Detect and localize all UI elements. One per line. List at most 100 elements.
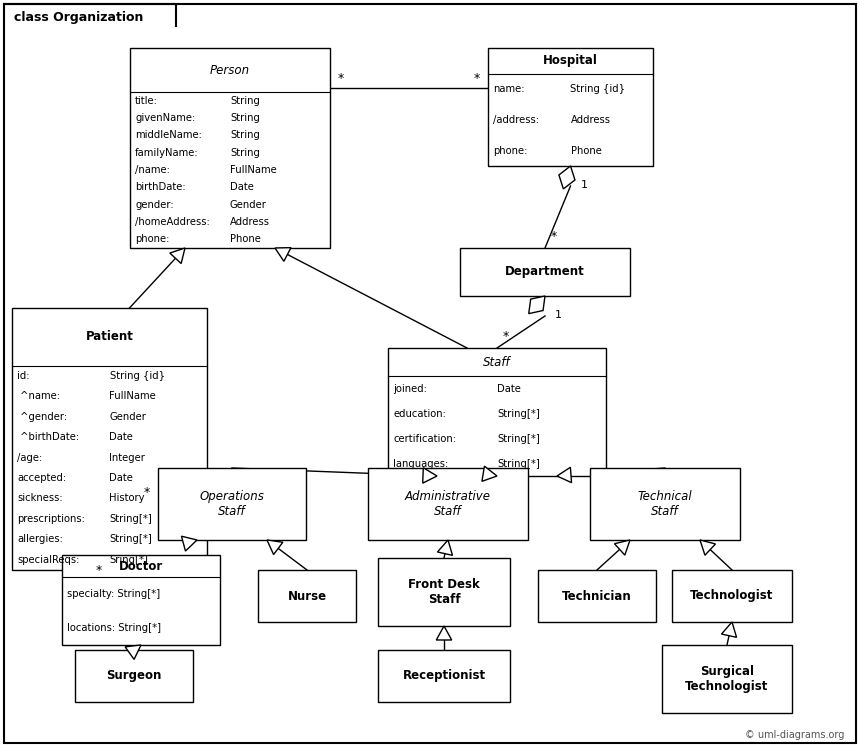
Text: Phone: Phone [230,235,261,244]
Text: phone:: phone: [135,235,169,244]
Text: Nurse: Nurse [287,589,327,603]
Text: Date: Date [497,384,521,394]
Text: *: * [551,230,557,243]
Polygon shape [181,536,197,551]
Bar [662,645,792,713]
Text: name:: name: [493,84,525,94]
Bar [460,248,630,296]
Polygon shape [126,645,141,660]
Bar [130,48,330,248]
Text: givenName:: givenName: [135,113,195,123]
Text: Surgical
Technologist: Surgical Technologist [685,665,769,693]
Text: Date: Date [109,473,133,483]
Bar [378,650,510,702]
Polygon shape [529,296,545,314]
Text: Staff: Staff [483,356,511,368]
Bar [488,48,653,166]
Polygon shape [559,166,575,189]
Text: /homeAddress:: /homeAddress: [135,217,210,227]
Text: /name:: /name: [135,165,170,175]
Polygon shape [614,540,630,555]
Text: String[*]: String[*] [497,409,540,418]
Text: specialty: String[*]: specialty: String[*] [67,589,160,599]
Text: Administrative
Staff: Administrative Staff [405,490,491,518]
Text: allergies:: allergies: [17,534,63,545]
Text: familyName:: familyName: [135,148,199,158]
Text: Address: Address [230,217,270,227]
Text: id:: id: [17,371,29,381]
Text: class Organization: class Organization [14,11,144,25]
Text: Date: Date [230,182,254,192]
Text: ^gender:: ^gender: [17,412,67,422]
Text: *: * [144,486,150,499]
Polygon shape [722,622,736,637]
Text: String: String [230,148,260,158]
Bar [62,555,220,645]
Text: *: * [338,72,344,85]
Text: *: * [503,330,509,343]
Bar [368,468,528,540]
Text: Technician: Technician [562,589,632,603]
Text: Department: Department [505,265,585,279]
Text: String {id}: String {id} [109,371,164,381]
Polygon shape [438,540,452,555]
Polygon shape [169,248,185,264]
Polygon shape [275,248,291,261]
Text: Patient: Patient [85,330,133,344]
Text: Gender: Gender [230,199,267,210]
Bar [75,650,193,702]
Text: String: String [230,113,260,123]
Text: *: * [95,564,101,577]
Text: FullName: FullName [109,391,157,401]
Text: FullName: FullName [230,165,277,175]
Text: ^birthDate:: ^birthDate: [17,433,79,442]
Text: languages:: languages: [393,459,448,468]
Text: ^name:: ^name: [17,391,60,401]
Text: Operations
Staff: Operations Staff [200,490,264,518]
Text: Sring[*]: Sring[*] [109,555,149,565]
Text: prescriptions:: prescriptions: [17,514,85,524]
Text: locations: String[*]: locations: String[*] [67,623,161,633]
Text: 1: 1 [555,310,562,320]
Text: Technical
Staff: Technical Staff [637,490,692,518]
Text: String: String [230,96,260,105]
Text: Receptionist: Receptionist [402,669,486,683]
Text: certification:: certification: [393,433,456,444]
Text: gender:: gender: [135,199,174,210]
Bar [12,308,207,570]
Text: birthDate:: birthDate: [135,182,186,192]
Bar [388,348,606,476]
Text: History: History [109,494,145,503]
Text: String {id}: String {id} [570,84,625,94]
Text: Surgeon: Surgeon [107,669,162,683]
Polygon shape [267,540,283,554]
Text: Person: Person [210,63,250,76]
Text: accepted:: accepted: [17,473,66,483]
Text: Hospital: Hospital [543,55,598,67]
Text: String[*]: String[*] [109,514,152,524]
Text: title:: title: [135,96,158,105]
Text: String[*]: String[*] [109,534,152,545]
Text: specialReqs:: specialReqs: [17,555,79,565]
Text: Phone: Phone [570,146,601,155]
Bar [378,558,510,626]
Text: Integer: Integer [109,453,145,462]
Text: 1: 1 [580,180,587,190]
Text: String[*]: String[*] [497,459,540,468]
Text: String[*]: String[*] [497,433,540,444]
Text: /address:: /address: [493,115,539,125]
Polygon shape [482,466,497,481]
Text: Address: Address [570,115,611,125]
Text: education:: education: [393,409,445,418]
Polygon shape [700,540,716,555]
Text: joined:: joined: [393,384,427,394]
Polygon shape [436,626,452,640]
Text: String: String [230,130,260,140]
Text: Gender: Gender [109,412,146,422]
Bar [672,570,792,622]
Bar [538,570,656,622]
Text: Date: Date [109,433,133,442]
Bar [590,468,740,540]
Text: *: * [474,72,480,85]
Text: Technologist: Technologist [691,589,774,603]
